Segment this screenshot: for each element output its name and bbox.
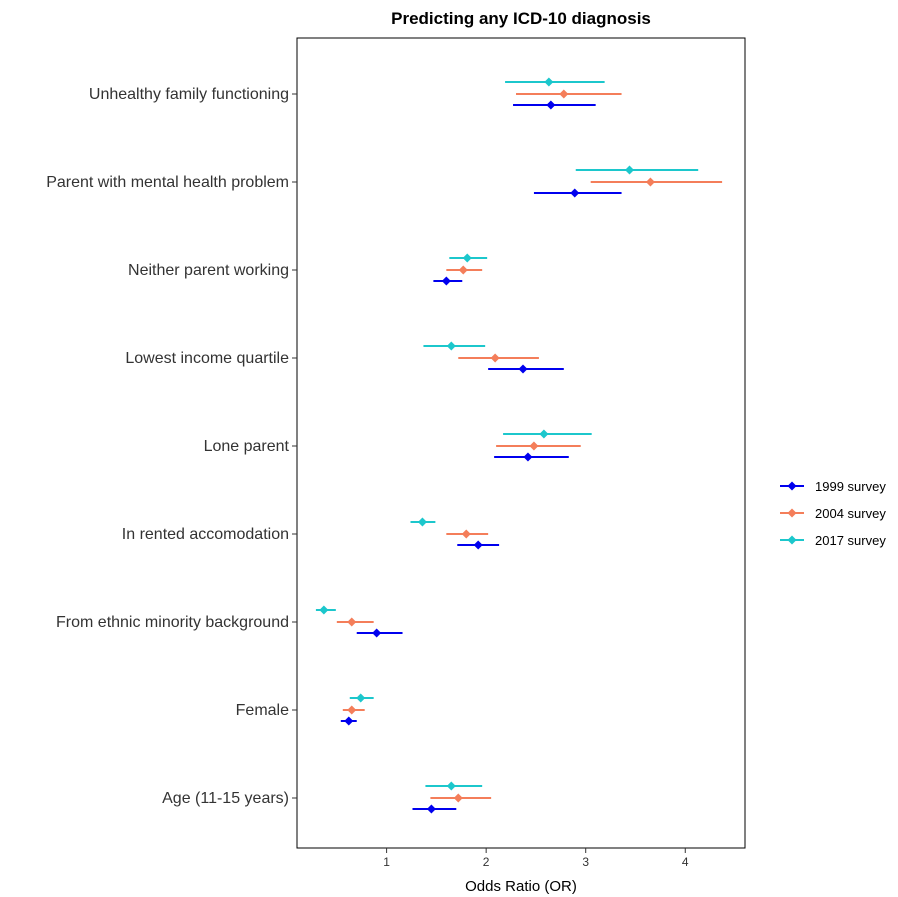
data-point (544, 77, 554, 87)
data-point (645, 177, 655, 187)
legend-key-point (787, 508, 797, 518)
y-tick-label: Parent with mental health problem (46, 174, 289, 191)
data-marks (315, 77, 723, 814)
chart-title: Predicting any ICD-10 diagnosis (391, 9, 651, 28)
legend-label: 2004 survey (815, 506, 886, 521)
series-group (336, 89, 723, 803)
legend-key-point (787, 535, 797, 545)
category-labels: Unhealthy family functioning Parent with … (46, 86, 297, 807)
data-point (426, 804, 436, 814)
y-tick-label: Age (11-15 years) (162, 790, 289, 807)
data-point (417, 517, 427, 527)
data-point (446, 781, 456, 791)
x-tick-label: 2 (483, 855, 490, 869)
data-point (319, 605, 329, 615)
y-tick-label: Neither parent working (128, 262, 289, 279)
legend-label: 2017 survey (815, 533, 886, 548)
x-tick-label: 4 (682, 855, 689, 869)
data-point (347, 705, 357, 715)
legend-item: 2017 survey (780, 533, 886, 548)
data-point (518, 364, 528, 374)
data-point (559, 89, 569, 99)
series-group (340, 100, 622, 814)
data-point (458, 265, 468, 275)
data-point (462, 253, 472, 263)
y-tick-label: From ethnic minority background (56, 614, 289, 631)
x-axis-title: Odds Ratio (OR) (465, 878, 577, 895)
x-axis: 1 2 3 4 (383, 848, 689, 869)
data-point (372, 628, 382, 638)
y-tick-label: Unhealthy family functioning (89, 86, 289, 103)
data-point (461, 529, 471, 539)
legend-item: 2004 survey (780, 506, 886, 521)
y-tick-label: Lone parent (204, 438, 290, 455)
data-point (441, 276, 451, 286)
data-point (546, 100, 556, 110)
data-point (446, 341, 456, 351)
data-point (529, 441, 539, 451)
plot-panel (296, 37, 746, 849)
data-point (347, 617, 357, 627)
data-point (453, 793, 463, 803)
data-point (356, 693, 366, 703)
y-tick-label: In rented accomodation (122, 526, 289, 543)
x-tick-label: 1 (383, 855, 390, 869)
data-point (473, 540, 483, 550)
data-point (344, 716, 354, 726)
data-point (570, 188, 580, 198)
legend: 1999 survey 2004 survey 2017 survey (780, 479, 886, 548)
data-point (625, 165, 635, 175)
legend-label: 1999 survey (815, 479, 886, 494)
y-tick-label: Female (236, 702, 289, 719)
legend-item: 1999 survey (780, 479, 886, 494)
data-point (539, 429, 549, 439)
data-point (523, 452, 533, 462)
x-tick-label: 3 (582, 855, 589, 869)
data-point (490, 353, 500, 363)
legend-key-point (787, 481, 797, 491)
y-tick-label: Lowest income quartile (125, 350, 289, 367)
series-group (315, 77, 699, 791)
